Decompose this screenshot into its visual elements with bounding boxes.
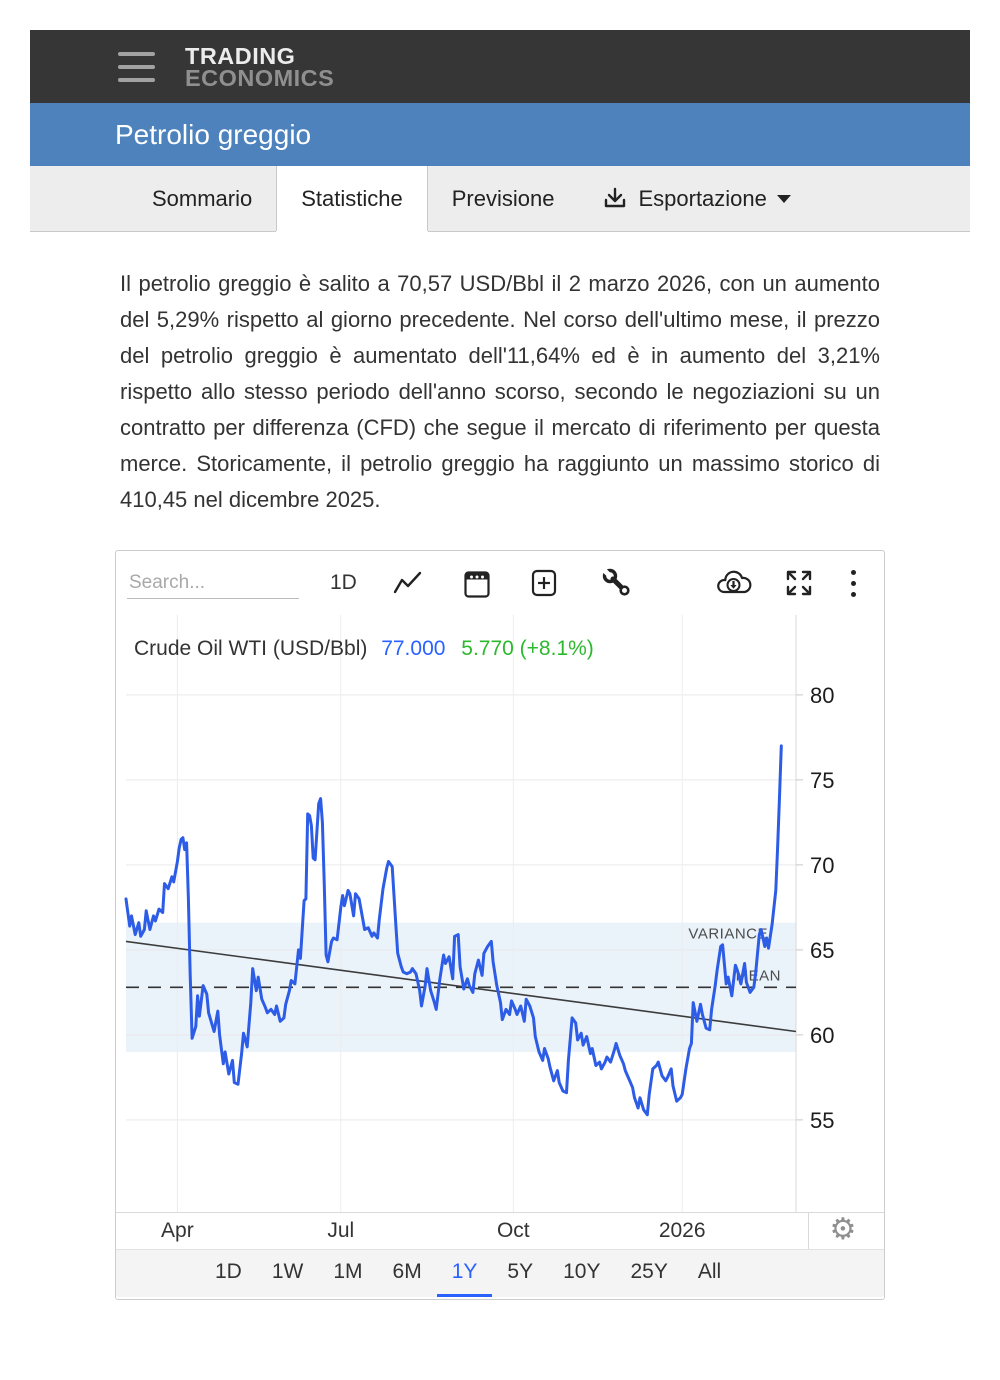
interval-selector[interactable]: 1D [330, 571, 357, 594]
chart-plot-area[interactable]: Crude Oil WTI (USD/Bbl) 77.000 5.770 (+8… [116, 615, 884, 1213]
line-chart-icon[interactable] [393, 570, 423, 596]
title-bar: Petrolio greggio [30, 103, 970, 166]
tab-sommario[interactable]: Sommario [128, 166, 276, 231]
chart-change-value: 5.770 (+8.1%) [461, 637, 594, 660]
period-button-10y[interactable]: 10Y [548, 1250, 615, 1297]
y-axis-label: 75 [810, 768, 834, 793]
y-axis-label: 65 [810, 938, 834, 963]
chart-last-value: 77.000 [381, 637, 446, 660]
x-axis-label: Oct [496, 1219, 530, 1242]
period-button-5y[interactable]: 5Y [492, 1250, 548, 1297]
search-input[interactable] [127, 567, 299, 599]
chart-title: Crude Oil WTI (USD/Bbl) 77.000 5.770 (+8… [134, 637, 594, 661]
tab-bar: Sommario Statistiche Previsione Esportaz… [30, 166, 970, 232]
fullscreen-icon[interactable] [784, 568, 814, 598]
price-line [124, 744, 783, 1117]
tab-statistiche[interactable]: Statistiche [276, 166, 428, 231]
x-axis-label: 2026 [658, 1219, 706, 1242]
download-icon [602, 186, 628, 212]
tab-esportazione[interactable]: Esportazione [578, 166, 814, 231]
period-button-1m[interactable]: 1M [318, 1250, 377, 1297]
tab-label: Statistiche [301, 185, 403, 211]
chart-toolbar: 1D [116, 551, 884, 615]
x-axis-row: ⚙ Apr Jul Oct 2026 [116, 1211, 884, 1249]
variance-label: VARIANCE [688, 926, 768, 943]
y-axis-label: 80 [810, 683, 834, 708]
tab-label: Sommario [152, 185, 253, 211]
period-button-1d[interactable]: 1D [200, 1250, 257, 1297]
more-options-icon[interactable] [850, 569, 856, 597]
top-header: TRADING ECONOMICS [30, 30, 970, 103]
summary-paragraph: Il petrolio greggio è salito a 70,57 USD… [120, 271, 880, 512]
period-selector-bar: 1D 1W 1M 6M 1Y 5Y 10Y 25Y All [116, 1249, 884, 1297]
tab-previsione[interactable]: Previsione [428, 166, 579, 231]
hamburger-menu-icon[interactable] [118, 51, 155, 82]
chevron-down-icon [776, 194, 791, 203]
tab-label: Esportazione [638, 185, 767, 211]
trend-line [125, 940, 797, 1033]
chart-series-name: Crude Oil WTI (USD/Bbl) [134, 637, 368, 660]
logo-line-2: ECONOMICS [185, 64, 335, 91]
search-field-wrap [127, 567, 299, 599]
tab-label: Previsione [451, 185, 555, 211]
cloud-download-icon[interactable] [714, 568, 754, 598]
page-title: Petrolio greggio [115, 118, 312, 150]
axis-separator [808, 1213, 809, 1249]
calendar-icon[interactable] [462, 567, 492, 599]
x-axis-label: Jul [327, 1219, 355, 1242]
logo-line-1: TRADING [185, 42, 296, 69]
period-button-6m[interactable]: 6M [378, 1250, 437, 1297]
period-button-1y[interactable]: 1Y [436, 1250, 493, 1297]
y-axis-label: 70 [810, 853, 834, 878]
y-axis-label: 60 [810, 1023, 834, 1048]
y-axis-label: 55 [810, 1108, 834, 1133]
gear-icon[interactable]: ⚙ [822, 1211, 864, 1248]
period-button-25y[interactable]: 25Y [615, 1250, 682, 1297]
trading-economics-logo[interactable]: TRADING ECONOMICS [185, 42, 335, 91]
tools-icon[interactable] [601, 568, 631, 598]
add-indicator-icon[interactable] [529, 567, 559, 599]
period-button-1w[interactable]: 1W [257, 1250, 319, 1297]
period-button-all[interactable]: All [683, 1250, 736, 1297]
x-axis-label: Apr [161, 1219, 194, 1242]
chart-card: 1D [115, 550, 885, 1300]
